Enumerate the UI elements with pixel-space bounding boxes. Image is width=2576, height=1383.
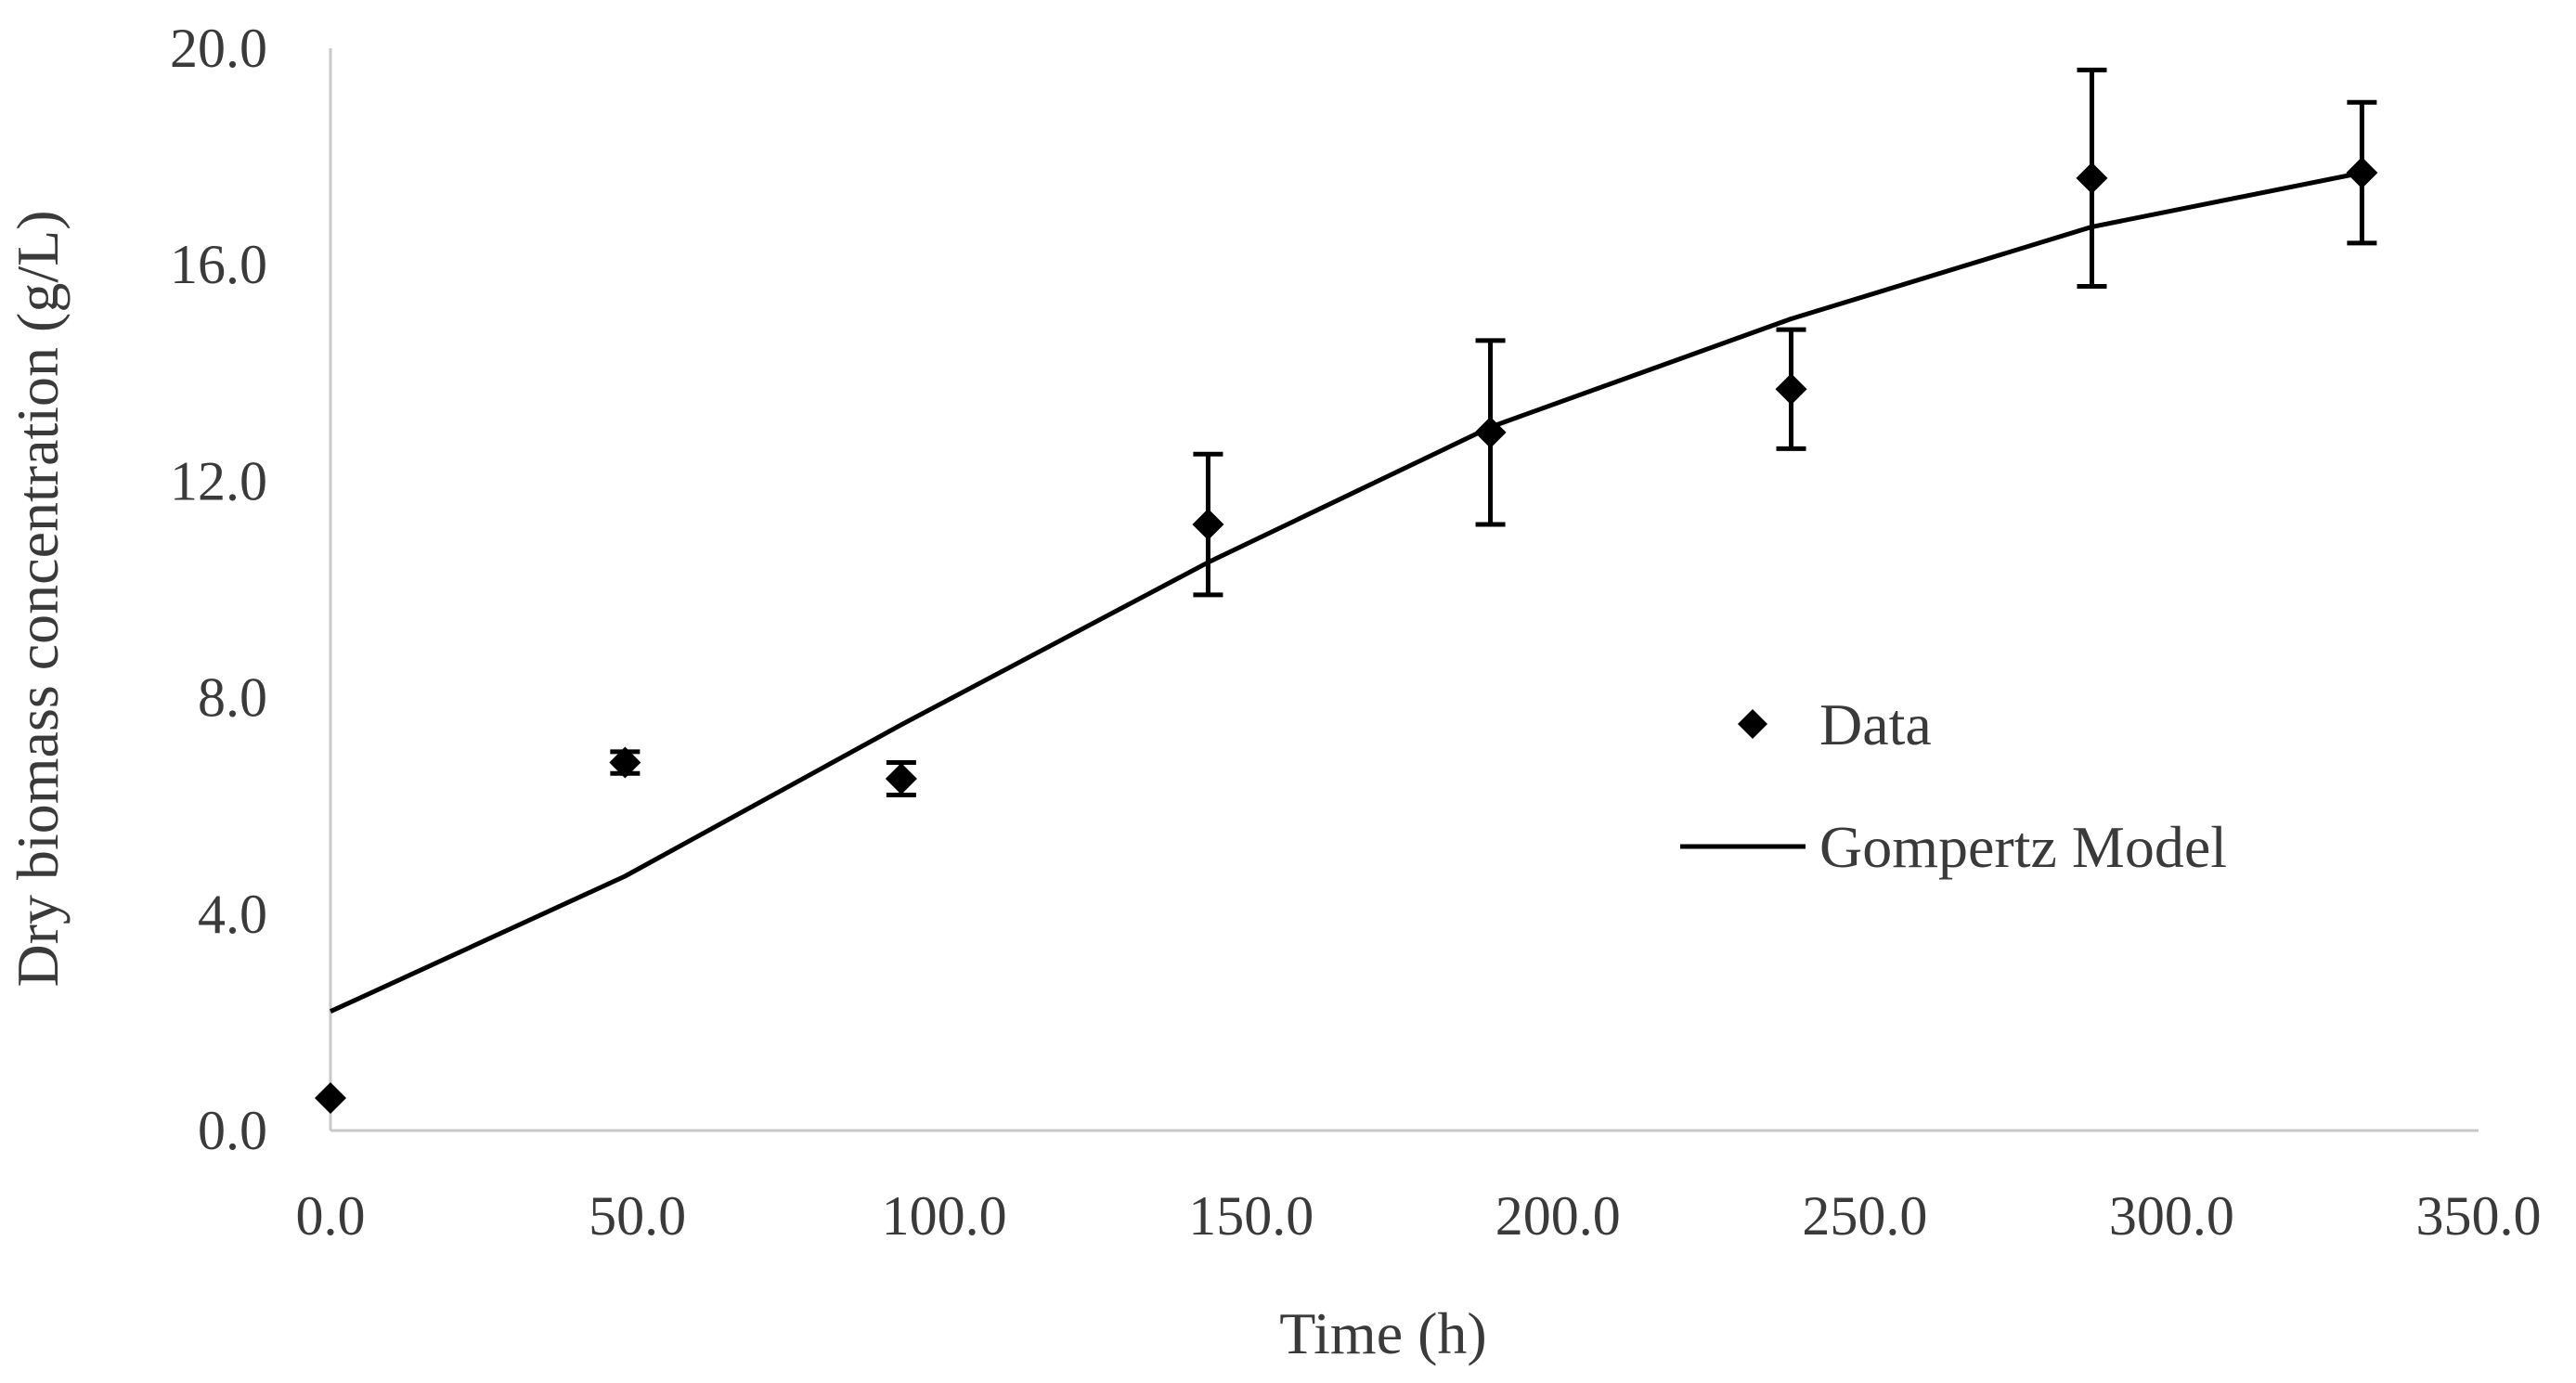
legend-data-label: Data [1819, 692, 1932, 757]
legend-gompertz-label: Gompertz Model [1819, 814, 2227, 880]
data-point [2346, 157, 2378, 189]
axes: 0.0 50.0 100.0 150.0 200.0 250.0 300.0 350.0 0.0… [170, 18, 2542, 1247]
y-tick-label: 16.0 [170, 234, 267, 295]
data-point [315, 1082, 346, 1115]
x-tick-label: 100.0 [882, 1185, 1007, 1247]
x-tick-label: 250.0 [1802, 1185, 1927, 1247]
data-series [315, 67, 2378, 1115]
y-axis-title: Dry biomass concentration (g/L) [5, 210, 71, 987]
gompertz-model-series [329, 170, 2362, 1014]
y-tick-label: 4.0 [198, 884, 267, 945]
data-point [1775, 373, 1807, 406]
data-point [1192, 509, 1224, 541]
y-tick-label: 8.0 [198, 667, 267, 729]
x-tick-label: 0.0 [296, 1185, 366, 1247]
gompertz-model-line [329, 170, 2362, 1014]
x-tick-label: 300.0 [2109, 1185, 2234, 1247]
y-tick-label: 12.0 [170, 450, 267, 511]
x-tick-label: 50.0 [589, 1185, 686, 1247]
data-point [885, 763, 917, 795]
legend-data-marker [1738, 709, 1767, 739]
data-point [2076, 162, 2108, 194]
data-point [1474, 416, 1507, 448]
y-tick-label: 20.0 [170, 18, 267, 79]
legend: Data Gompertz Model [1680, 692, 2227, 880]
x-tick-label: 200.0 [1495, 1185, 1621, 1247]
x-tick-label: 350.0 [2416, 1185, 2542, 1247]
x-axis-title: Time (h) [1279, 1300, 1486, 1366]
x-tick-label: 150.0 [1188, 1185, 1314, 1247]
data-point [609, 746, 641, 779]
y-tick-label: 0.0 [198, 1100, 267, 1161]
